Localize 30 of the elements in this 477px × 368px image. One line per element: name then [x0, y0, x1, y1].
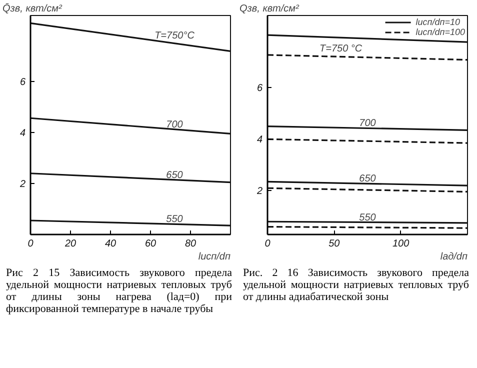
x-tick-label: 0 — [28, 238, 34, 250]
y-tick-label: 4 — [256, 134, 263, 146]
y-tick-label: 6 — [256, 83, 263, 94]
x-axis-title: lисп/dп — [198, 252, 231, 262]
x-tick-label: 20 — [64, 238, 76, 250]
x-tick-label: 100 — [392, 238, 410, 250]
y-axis-title: Qзв, квт/см² — [240, 4, 300, 14]
y-tick-label: 2 — [256, 186, 263, 198]
y-tick-label: 2 — [18, 179, 26, 190]
x-tick-label: 60 — [144, 238, 156, 250]
legend-label: lисп/dп=10 — [416, 17, 460, 27]
annotation: 650 — [359, 174, 376, 185]
y-axis-title: Q̄зв, квт/см² — [2, 2, 62, 14]
x-tick-label: 50 — [328, 238, 340, 250]
annotation: T=750°C — [154, 30, 196, 42]
annotation: 700 — [166, 119, 184, 130]
x-tick-label: 80 — [184, 238, 196, 250]
annotation: 650 — [166, 170, 184, 181]
x-tick-label: 40 — [104, 238, 116, 250]
y-tick-label: 6 — [20, 77, 26, 88]
annotation: 700 — [359, 118, 376, 130]
annotation: 550 — [166, 214, 184, 226]
annotation: T=750 °C — [320, 44, 363, 55]
x-axis-title: lад/dп — [440, 252, 468, 262]
text: Рис. 2 16 Зависимость звукового предела удельной мощности натриевых тепловых труб от длины адиабатической зоны — [243, 267, 469, 304]
text: Рис 2 15 Зависимость звукового предела удельной мощности натриевых тепловых труб от длины зоны нагрева (lад=0) при фиксированной температуре в начале трубы — [6, 267, 232, 316]
annotation: 550 — [359, 212, 376, 224]
x-tick-label: 0 — [264, 238, 271, 250]
y-tick-label: 4 — [20, 128, 26, 140]
legend-label: lисп/dп=100 — [416, 27, 465, 37]
